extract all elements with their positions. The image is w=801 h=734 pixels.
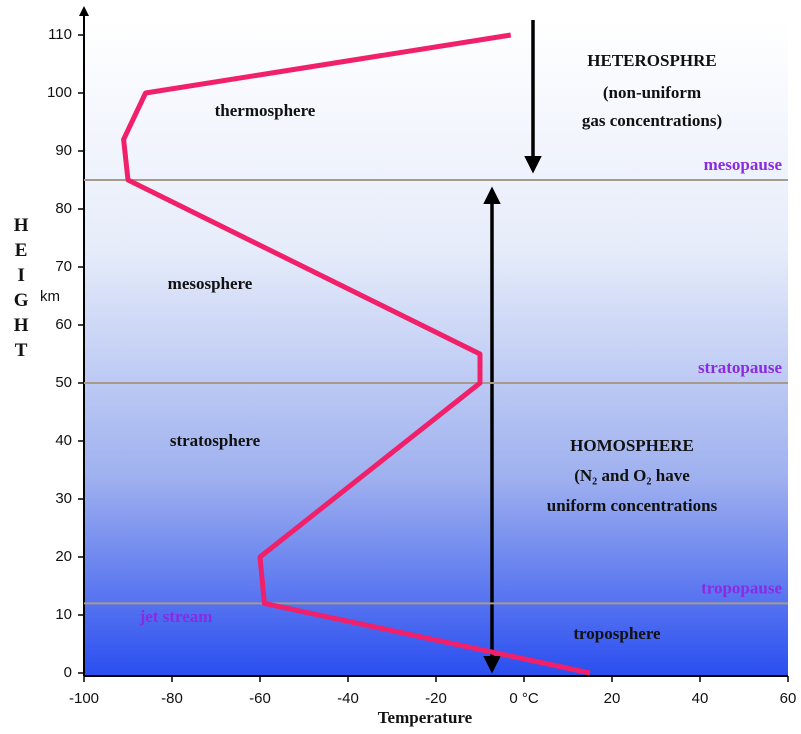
temperature-line [121,32,591,676]
annotation: HOMOSPHERE [570,436,694,455]
annotation: stratosphere [170,431,261,450]
boundary-label: tropopause [701,578,782,597]
y-axis-label: HEIGHT [11,215,32,365]
y-tick-label: 10 [55,606,72,623]
y-tick-label: 30 [55,490,72,507]
annotation: troposphere [573,624,661,643]
annotation: HETEROSPHRE [587,51,716,70]
annotation: thermosphere [215,101,316,120]
x-tick-label: 0 °C [509,690,539,707]
x-tick-label: -100 [69,690,99,707]
background [84,20,788,676]
x-tick-label: 20 [604,690,621,707]
annotation: gas concentrations) [582,111,722,130]
y-tick-label: 110 [48,26,72,43]
x-tick-label: -40 [337,690,359,707]
annotation: uniform concentrations [547,496,718,515]
y-tick-label: 70 [55,258,72,275]
x-tick-label: 60 [780,690,797,707]
y-tick-label: 80 [55,200,72,217]
y-tick-label: 0 [64,664,72,681]
x-tick-label: 40 [692,690,709,707]
y-tick-label: 50 [55,374,72,391]
y-tick-label: 40 [55,432,72,449]
y-tick-label: 100 [47,84,72,101]
x-tick-label: -60 [249,690,271,707]
x-axis-label: Temperature [378,708,473,727]
y-tick-label: 20 [55,548,72,565]
x-tick-label: -80 [161,690,183,707]
annotation: (N₂ and O₂ have [574,466,690,485]
annotation: mesosphere [168,274,253,293]
annotation: jet stream [139,607,213,626]
annotation: (non-uniform [603,83,701,102]
y-tick-label: 90 [55,142,72,159]
x-tick-label: -20 [425,690,447,707]
y-unit: km [40,288,60,305]
boundary-label: stratopause [698,358,783,377]
y-tick-label: 60 [55,316,72,333]
boundary-label: mesopause [704,155,783,174]
